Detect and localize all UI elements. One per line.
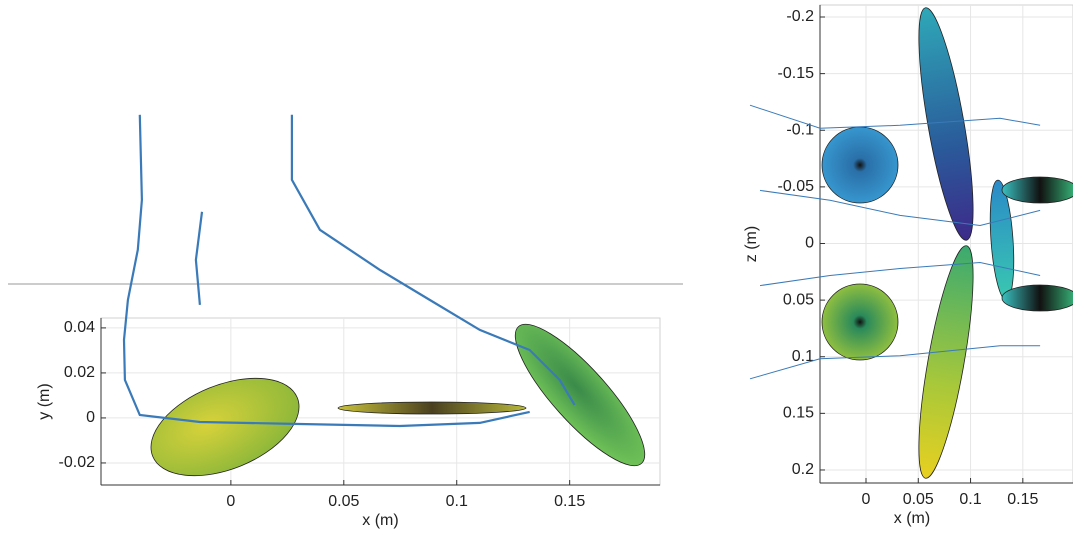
x-tick-label: 0.15 xyxy=(1007,491,1038,508)
x-tick-label: 0.05 xyxy=(903,491,934,508)
y-tick-label: -0.15 xyxy=(778,65,815,82)
ellipsoids-xy xyxy=(150,323,646,477)
x-tick-label: 0.05 xyxy=(328,493,359,510)
ellipsoid xyxy=(918,245,974,479)
y-axis-label: y (m) xyxy=(36,383,53,419)
x-axis-label: x (m) xyxy=(362,512,398,529)
ellipsoid xyxy=(1001,176,1073,204)
x-tick-label: 0.15 xyxy=(554,493,585,510)
y-tick-label: 0.2 xyxy=(792,461,814,478)
trajectory xyxy=(290,114,576,406)
y-tick-label: 0.02 xyxy=(64,364,95,381)
y-tick-label: 0.04 xyxy=(64,319,95,336)
plot-xz: 0 0.05 0.1 0.15 -0.2 -0.15 -0.1 -0.05 0 0.05 0.1 0.… xyxy=(743,4,1073,527)
y-tick-label: 0.05 xyxy=(783,291,814,308)
trajectory xyxy=(759,189,1041,227)
y-tick-label: -0.1 xyxy=(786,121,814,138)
trajectory xyxy=(194,211,204,305)
ellipsoid xyxy=(821,283,899,361)
trajectory xyxy=(749,345,1041,380)
y-tick-label: 0.1 xyxy=(792,348,814,365)
trajectories xyxy=(122,104,1041,428)
y-tick-label: -0.02 xyxy=(59,454,96,471)
x-tick-label: 0 xyxy=(862,491,871,508)
y-tick-label: 0 xyxy=(86,409,95,426)
x-tick-label: 0.1 xyxy=(959,491,981,508)
ellipsoid xyxy=(337,401,527,415)
trajectory xyxy=(122,114,530,428)
x-axis-label: x (m) xyxy=(894,510,930,527)
ellipsoids-xz xyxy=(821,7,1073,479)
y-tick-label: -0.05 xyxy=(778,178,815,195)
trajectory xyxy=(759,261,1041,287)
y-axis-label: z (m) xyxy=(743,226,760,262)
y-tick-label: 0 xyxy=(805,235,814,252)
ellipsoid xyxy=(1001,284,1073,312)
trajectory xyxy=(749,104,1041,129)
x-tick-label: 0 xyxy=(226,493,235,510)
y-tick-label: 0.15 xyxy=(783,405,814,422)
ellipsoid xyxy=(150,377,300,477)
ellipsoid xyxy=(821,126,899,204)
x-tick-label: 0.1 xyxy=(446,493,468,510)
y-tick-label: -0.2 xyxy=(786,8,814,25)
ellipsoid xyxy=(514,323,646,467)
